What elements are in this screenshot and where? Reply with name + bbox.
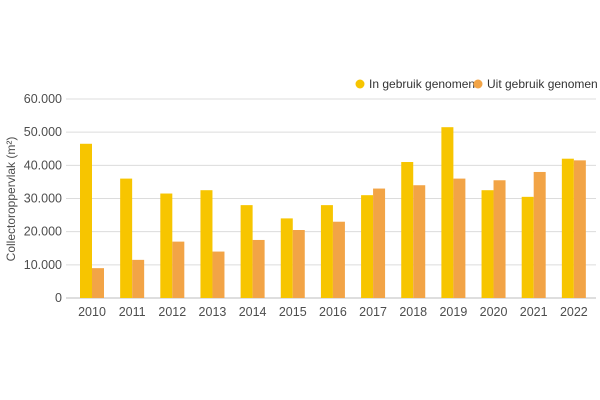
x-tick-label: 2018 (399, 305, 427, 319)
y-axis-ticks: 0 10.000 20.000 30.000 40.000 50.000 60.000 (24, 92, 62, 305)
y-tick-label: 20.000 (24, 225, 62, 239)
x-tick-label: 2013 (199, 305, 227, 319)
legend-label: Uit gebruik genomen (487, 77, 598, 91)
bars (80, 127, 586, 298)
bar-uit-gebruik-2014 (252, 239, 265, 298)
x-tick-label: 2021 (520, 305, 548, 319)
bar-in-gebruik-2011 (120, 178, 133, 298)
x-axis-ticks: 2010 2011 2012 2013 2014 2015 2016 2017 2018 2019… (78, 305, 588, 319)
bar-in-gebruik-2017 (361, 195, 374, 298)
bar-uit-gebruik-2021 (533, 171, 546, 298)
y-tick-label: 60.000 (24, 92, 62, 106)
x-tick-label: 2017 (359, 305, 387, 319)
bar-in-gebruik-2014 (240, 205, 253, 298)
y-tick-label: 10.000 (24, 258, 62, 272)
bar-uit-gebruik-2012 (172, 241, 185, 298)
y-tick-label: 30.000 (24, 192, 62, 206)
x-tick-label: 2012 (158, 305, 186, 319)
bar-uit-gebruik-2018 (413, 185, 426, 298)
bar-in-gebruik-2012 (160, 193, 173, 298)
y-tick-label: 50.000 (24, 125, 62, 139)
legend-marker (473, 79, 483, 89)
bar-in-gebruik-2022 (561, 158, 574, 298)
bar-in-gebruik-2020 (481, 190, 494, 298)
x-tick-label: 2022 (560, 305, 588, 319)
legend: In gebruik genomen Uit gebruik genomen (355, 77, 598, 91)
bar-uit-gebruik-2019 (453, 178, 466, 298)
legend-marker (355, 79, 365, 89)
bar-uit-gebruik-2020 (493, 180, 506, 298)
bar-uit-gebruik-2016 (332, 221, 345, 298)
legend-label: In gebruik genomen (369, 77, 475, 91)
bar-in-gebruik-2021 (521, 196, 534, 298)
y-tick-label: 0 (55, 291, 62, 305)
bar-in-gebruik-2019 (441, 127, 454, 298)
x-tick-label: 2016 (319, 305, 347, 319)
bar-uit-gebruik-2022 (573, 160, 586, 298)
bar-uit-gebruik-2010 (92, 268, 104, 298)
bar-in-gebruik-2015 (280, 218, 293, 298)
x-tick-label: 2014 (239, 305, 267, 319)
x-tick-label: 2019 (439, 305, 467, 319)
bar-uit-gebruik-2017 (373, 188, 386, 298)
bar-uit-gebruik-2015 (292, 230, 305, 298)
bar-in-gebruik-2013 (200, 190, 213, 298)
bar-in-gebruik-2016 (320, 205, 333, 298)
x-tick-label: 2011 (119, 305, 146, 319)
bar-uit-gebruik-2011 (132, 259, 145, 298)
bar-uit-gebruik-2013 (212, 251, 225, 298)
bar-in-gebruik-2010 (80, 143, 92, 298)
bar-in-gebruik-2018 (401, 162, 414, 298)
y-tick-label: 40.000 (24, 158, 62, 172)
x-tick-label: 2010 (78, 305, 106, 319)
x-tick-label: 2015 (279, 305, 307, 319)
y-axis-label: Collectoroppervlak (m²) (4, 137, 18, 262)
x-tick-label: 2020 (480, 305, 508, 319)
